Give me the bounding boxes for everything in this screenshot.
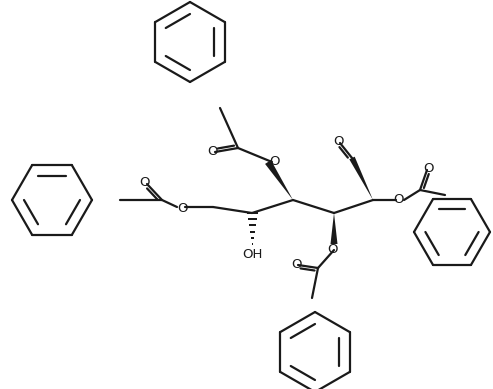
Polygon shape — [330, 213, 338, 244]
Text: OH: OH — [242, 248, 262, 261]
Text: O: O — [208, 144, 218, 158]
Text: O: O — [333, 135, 343, 147]
Text: O: O — [269, 154, 279, 168]
Text: O: O — [291, 258, 301, 270]
Text: O: O — [327, 242, 337, 256]
Text: O: O — [393, 193, 403, 205]
Text: O: O — [424, 161, 434, 175]
Text: O: O — [178, 202, 188, 214]
Polygon shape — [265, 160, 293, 200]
Polygon shape — [350, 157, 373, 200]
Text: O: O — [140, 175, 150, 189]
